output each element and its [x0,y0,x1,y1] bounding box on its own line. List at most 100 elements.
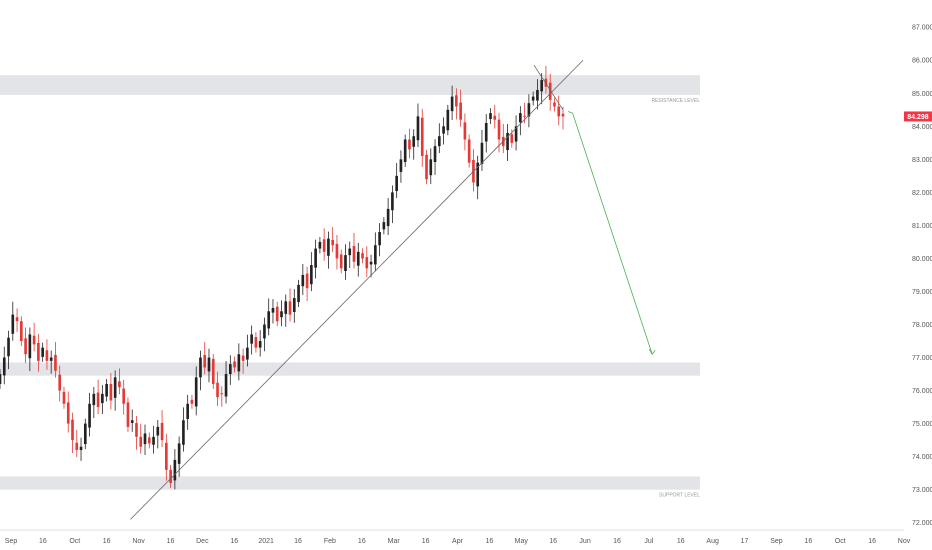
x-tick-label: Feb [324,538,336,545]
candle-body [403,139,407,162]
candle-body [182,420,185,445]
x-tick-label: 16 [613,538,621,545]
x-tick-label: 16 [294,538,302,545]
candle-body [557,106,561,117]
candle-body [369,261,373,265]
candle-body [54,354,57,371]
candle-body [288,301,292,315]
candle-body [437,136,441,147]
candle-body [331,239,335,246]
y-tick-label: 82.000 [912,190,932,197]
candle-body [254,337,258,348]
candle-body [378,232,381,246]
x-tick-label: Mar [388,538,401,545]
candle-body [224,374,228,397]
candle-body [139,436,143,447]
x-tick-label: 16 [868,538,876,545]
candle-body [506,132,509,151]
candle-body [20,321,23,342]
candle-body [455,95,458,107]
candle-body [130,420,134,423]
candle-body [339,254,343,269]
candle-body [24,338,27,355]
candle-body [92,393,96,406]
candle-body [156,426,160,436]
x-tick-label: 2021 [258,538,274,545]
x-tick-label: 16 [485,538,493,545]
x-tick-label: 16 [804,538,812,545]
candle-body [429,159,433,176]
candle-body [476,162,480,187]
candle-body [49,357,53,361]
y-tick-label: 74.000 [912,454,932,461]
candle-body [433,146,437,162]
candle-body [459,102,462,120]
candle-body [318,241,322,249]
candle-body [258,341,262,348]
candle-body [220,393,224,395]
zone-middle [0,362,700,376]
candle-body [75,442,79,451]
candle-body [88,403,91,428]
candle-body [310,265,313,285]
candle-body [442,126,445,134]
candle-body [71,419,74,441]
candle-body [271,307,275,313]
candle-body [327,238,330,256]
candle-body [62,391,66,404]
candle-body [105,383,108,397]
zone-label-support: SUPPORT LEVEL [659,493,700,499]
candle-body [463,122,467,140]
x-tick-label: 16 [39,538,47,545]
candle-body [450,96,454,112]
candle-body [2,357,6,376]
candle-body [199,357,202,378]
candle-body [540,80,543,92]
y-tick-label: 76.000 [912,388,932,395]
candle-body [344,255,347,271]
candle-body [113,377,117,398]
candle-body [173,459,177,481]
candle-body [207,357,211,372]
candle-body [531,96,535,101]
candle-body [374,245,377,265]
x-tick-label: 16 [167,538,175,545]
x-tick-label: 16 [103,538,111,545]
candle-body [544,78,548,87]
candle-body [425,154,428,180]
target-arrow-line [572,112,653,355]
candle-body [365,257,369,269]
candle-body [246,347,249,360]
candle-body [203,354,207,368]
x-tick-label: Sep [770,538,783,545]
candles-layer [0,65,565,490]
candle-body [275,306,279,322]
candle-body [523,115,526,117]
candle-body [420,117,424,157]
candle-body [356,251,360,266]
candle-body [11,314,15,334]
candle-body [489,113,492,120]
candle-body [15,317,19,322]
candle-body [553,102,556,107]
zone-resistance [0,75,700,95]
candle-body [280,311,283,318]
candle-body [416,116,420,141]
candle-body [165,442,168,470]
candle-body [536,89,539,101]
candle-body [497,119,501,140]
target-arrow-head [648,349,656,355]
time-axis: Sep 16 Oct 16 Nov 16 Dec 16 2021 16 Feb 16 Mar 16 Apr 1… [0,529,911,545]
candle-body [348,248,352,256]
y-tick-label: 83.000 [912,157,932,164]
candle-body [412,136,416,147]
candle-body [186,403,189,419]
y-tick-label: 84.000 [912,124,932,131]
candle-body [190,399,194,404]
candle-body [493,115,497,120]
candle-body [216,382,219,398]
candle-body [233,361,236,368]
candle-body [519,113,522,123]
candle-body [160,422,164,441]
